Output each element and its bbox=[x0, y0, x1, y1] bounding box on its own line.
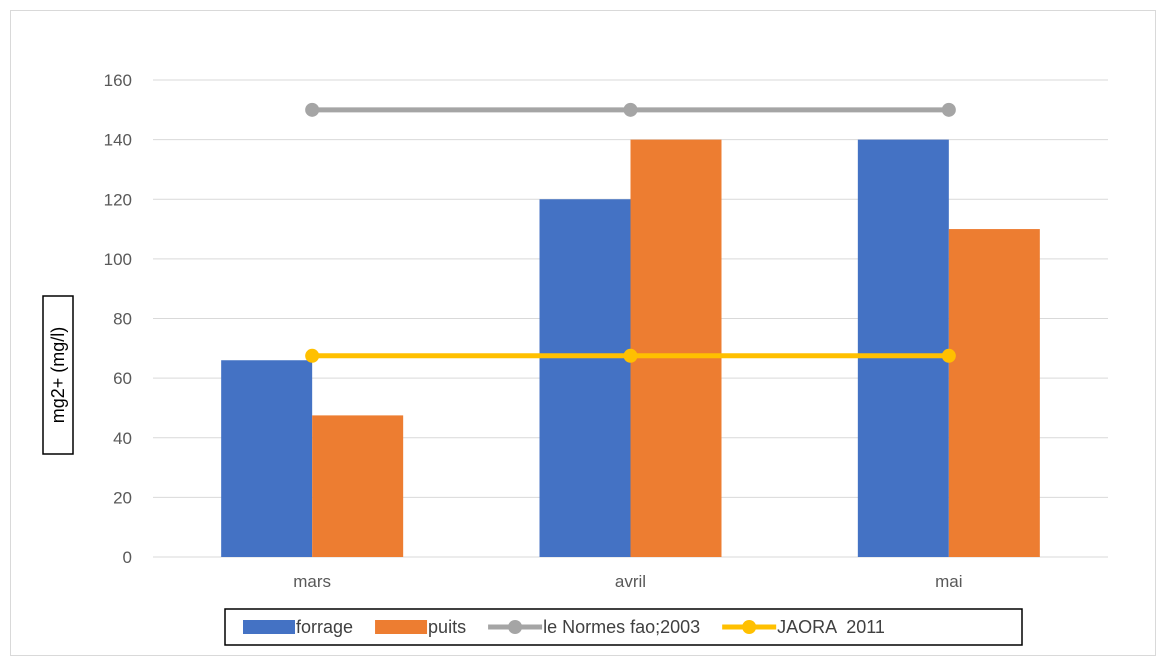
legend-swatch bbox=[375, 620, 428, 634]
bars bbox=[221, 139, 1040, 557]
chart-frame bbox=[10, 10, 1156, 656]
x-category-label: avril bbox=[615, 572, 646, 591]
y-tick-label: 120 bbox=[104, 190, 132, 209]
point-JAORA 2011-mars bbox=[305, 348, 320, 363]
bar-forrage-avril bbox=[539, 199, 631, 557]
x-category-label: mai bbox=[935, 572, 962, 591]
legend-swatch-marker bbox=[508, 620, 523, 634]
point-le Normes fao;2003-mai bbox=[941, 102, 956, 117]
x-category-labels: mars avril mai bbox=[293, 572, 962, 591]
y-tick-label: 140 bbox=[104, 131, 132, 150]
legend-label: JAORA 2011 bbox=[777, 617, 885, 637]
y-tick-label: 100 bbox=[104, 250, 132, 269]
bar-forrage-mars bbox=[221, 360, 313, 557]
legend-swatch bbox=[243, 620, 295, 634]
y-axis-title-text: mg2+ (mg/l) bbox=[48, 327, 68, 424]
y-tick-label: 80 bbox=[113, 310, 132, 329]
legend-entry: JAORA 2011 bbox=[722, 617, 885, 637]
bar-puits-mai bbox=[948, 229, 1040, 557]
legend-swatch-marker bbox=[742, 620, 757, 634]
legend-label: le Normes fao;2003 bbox=[543, 617, 700, 637]
legend-entry: le Normes fao;2003 bbox=[488, 617, 700, 637]
y-tick-label: 160 bbox=[104, 71, 132, 90]
point-JAORA 2011-avril bbox=[623, 348, 638, 363]
bar-puits-mars bbox=[312, 415, 404, 557]
legend-box bbox=[224, 608, 1023, 646]
y-tick-label: 20 bbox=[113, 488, 132, 507]
y-tick-labels: 0 20 40 60 80 100 120 140 160 bbox=[104, 71, 132, 567]
y-tick-label: 40 bbox=[113, 429, 132, 448]
legend-label: puits bbox=[428, 617, 466, 637]
legend-label: forrage bbox=[296, 617, 353, 637]
point-le Normes fao;2003-mars bbox=[305, 102, 320, 117]
series-lines bbox=[305, 102, 956, 363]
legend: forrage puits le Normes fao;2003 JAORA 2011 bbox=[224, 608, 1023, 646]
legend-entry: puits bbox=[375, 617, 466, 637]
y-axis-title: mg2+ (mg/l) bbox=[42, 295, 74, 455]
legend-entry: forrage bbox=[243, 617, 353, 637]
bar-puits-avril bbox=[630, 139, 722, 557]
x-category-label: mars bbox=[293, 572, 331, 591]
point-le Normes fao;2003-avril bbox=[623, 102, 638, 117]
y-axis-title-box bbox=[42, 295, 74, 455]
bar-forrage-mai bbox=[857, 139, 949, 557]
y-tick-label: 0 bbox=[123, 548, 132, 567]
y-tick-label: 60 bbox=[113, 369, 132, 388]
point-JAORA 2011-mai bbox=[941, 348, 956, 363]
